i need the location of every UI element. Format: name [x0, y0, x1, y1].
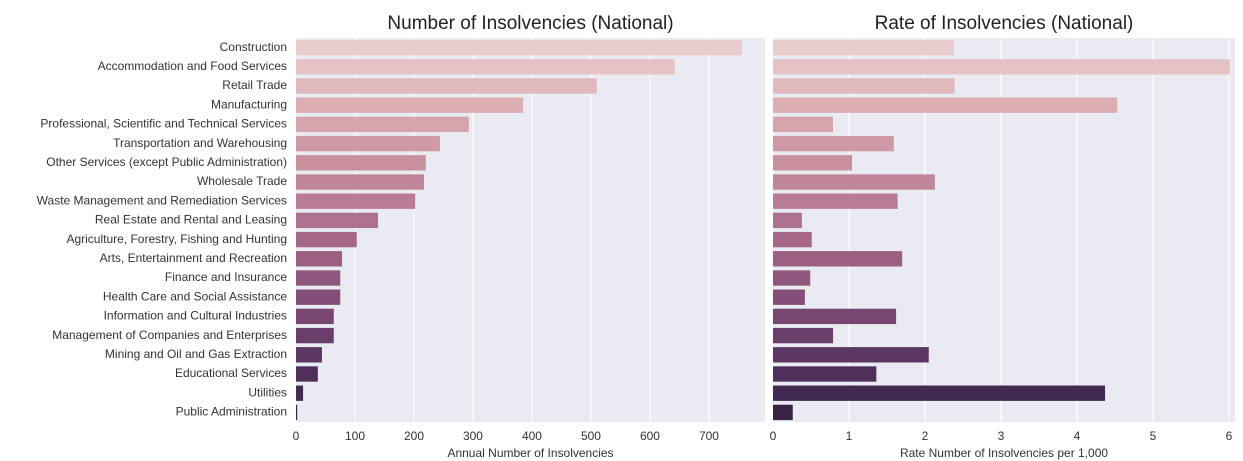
x-tick-label: 4: [1074, 429, 1081, 443]
x-axis-label: Rate Number of Insolvencies per 1,000: [900, 446, 1108, 460]
chart-title: Number of Insolvencies (National): [387, 13, 673, 34]
x-tick-label: 6: [1226, 429, 1233, 443]
x-tick-label: 400: [522, 429, 542, 443]
y-tick-label: Management of Companies and Enterprises: [52, 328, 287, 342]
bar: [773, 366, 877, 382]
y-tick-label: Utilities: [248, 385, 287, 399]
x-tick-label: 1: [846, 429, 853, 443]
y-tick-label: Arts, Entertainment and Recreation: [100, 251, 287, 265]
bar: [296, 193, 416, 209]
bar: [296, 366, 318, 382]
bar: [296, 174, 425, 190]
bar: [773, 116, 834, 133]
y-tick-label: Mining and Oil and Gas Extraction: [105, 347, 287, 361]
x-tick-label: 200: [404, 429, 424, 443]
bar: [296, 385, 304, 401]
bar: [296, 289, 341, 305]
y-tick-label: Waste Management and Remediation Service…: [37, 193, 287, 207]
bar: [773, 39, 954, 56]
bar: [296, 270, 341, 286]
y-tick-label: Finance and Insurance: [165, 270, 287, 284]
bar: [773, 78, 955, 94]
bar: [773, 347, 929, 363]
bar: [296, 212, 379, 229]
chart-title: Rate of Insolvencies (National): [875, 13, 1134, 34]
bar: [773, 404, 793, 421]
bar: [296, 97, 524, 113]
bar: [773, 212, 802, 229]
bar: [296, 347, 322, 363]
bar: [773, 231, 812, 248]
plot-background: [296, 38, 765, 422]
y-tick-label: Accommodation and Food Services: [98, 59, 287, 73]
bar: [773, 174, 935, 190]
x-tick-label: 3: [998, 429, 1005, 443]
bar: [773, 193, 898, 209]
x-tick-label: 300: [463, 429, 483, 443]
y-tick-label: Construction: [220, 40, 287, 54]
bar: [773, 308, 897, 325]
bar: [773, 135, 894, 152]
bar: [296, 308, 334, 325]
x-tick-label: 700: [699, 429, 719, 443]
x-tick-label: 5: [1150, 429, 1157, 443]
bar: [773, 270, 811, 286]
y-tick-label: Wholesale Trade: [197, 174, 287, 188]
y-tick-label: Health Care and Social Assistance: [103, 289, 287, 303]
x-axis-label: Annual Number of Insolvencies: [447, 446, 613, 460]
bar: [296, 327, 334, 344]
y-tick-label: Professional, Scientific and Technical S…: [40, 117, 287, 131]
y-tick-label: Retail Trade: [222, 78, 287, 92]
bar: [296, 231, 357, 248]
bar: [296, 135, 440, 152]
bar: [773, 97, 1118, 113]
bar: [773, 251, 903, 267]
x-tick-label: 2: [922, 429, 929, 443]
plot-background: [773, 38, 1235, 422]
y-tick-label: Information and Cultural Industries: [104, 309, 287, 323]
bar: [773, 59, 1230, 75]
bar: [296, 39, 742, 56]
x-tick-label: 500: [581, 429, 601, 443]
y-tick-label: Other Services (except Public Administra…: [46, 155, 287, 169]
bar: [296, 59, 675, 75]
x-tick-label: 100: [345, 429, 365, 443]
bar: [296, 78, 597, 94]
bar: [773, 327, 834, 344]
y-tick-label: Educational Services: [175, 366, 287, 380]
bar: [296, 404, 298, 421]
bar: [773, 155, 853, 171]
bar: [296, 116, 469, 133]
x-tick-label: 0: [293, 429, 300, 443]
bar: [296, 155, 426, 171]
y-tick-label: Public Administration: [176, 405, 287, 419]
y-tick-label: Transportation and Warehousing: [113, 136, 287, 150]
y-tick-label: Agriculture, Forestry, Fishing and Hunti…: [66, 232, 287, 246]
y-tick-label: Real Estate and Rental and Leasing: [95, 213, 287, 227]
bar: [773, 385, 1106, 401]
bar: [773, 289, 805, 305]
y-tick-label: Manufacturing: [211, 97, 287, 111]
x-tick-label: 600: [640, 429, 660, 443]
bar: [296, 251, 343, 267]
x-tick-label: 0: [770, 429, 777, 443]
